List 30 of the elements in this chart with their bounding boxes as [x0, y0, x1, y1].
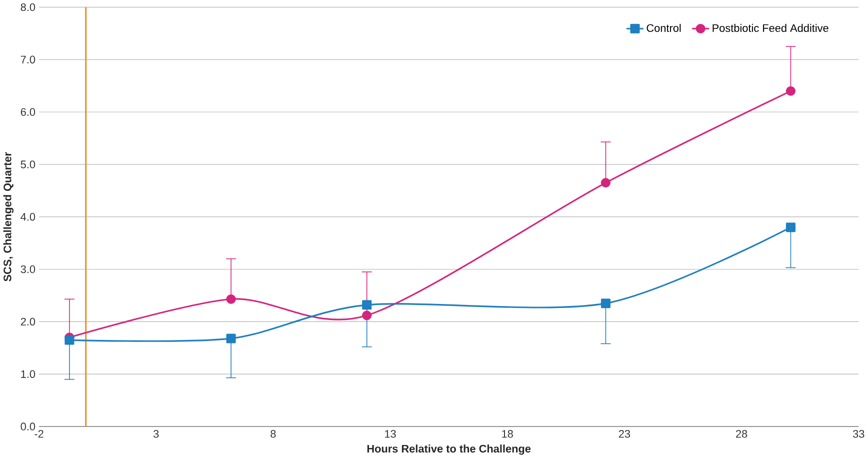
x-tick-label: 28 [736, 430, 748, 438]
y-tick-label: 2.0 [20, 318, 36, 326]
y-axis-title: SCS, Challenged Quarter [3, 152, 14, 282]
y-tick-label: 1.0 [21, 370, 36, 378]
x-tick-label: 8 [270, 430, 276, 438]
point [786, 222, 796, 232]
x-tick-label: 18 [502, 430, 513, 438]
point [600, 298, 610, 308]
y-tick-label: 8.0 [20, 3, 36, 12]
y-tick-label: 6.0 [20, 108, 36, 116]
point [64, 335, 74, 345]
x-tick-label: -2 [34, 430, 44, 438]
point [226, 334, 236, 344]
legend-label: Postbiotic Feed Additive [712, 24, 828, 32]
y-tick-label: 3.0 [20, 265, 36, 274]
point [226, 294, 236, 304]
legend-label: Control [646, 24, 681, 32]
x-tick-label: 23 [618, 430, 630, 438]
y-tick-label: 7.0 [20, 56, 36, 64]
point [786, 86, 796, 96]
point [600, 178, 610, 188]
y-tick-label: 0.0 [20, 422, 36, 430]
y-tick-label: 5.0 [20, 160, 36, 168]
x-tick-label: 33 [852, 430, 864, 438]
point [362, 300, 372, 310]
x-axis-title: Hours Relative to the Challenge [367, 444, 531, 455]
point [362, 310, 372, 320]
x-tick-label: 13 [385, 430, 396, 438]
y-tick-label: 4.0 [20, 212, 36, 221]
x-tick-label: 3 [153, 430, 159, 438]
